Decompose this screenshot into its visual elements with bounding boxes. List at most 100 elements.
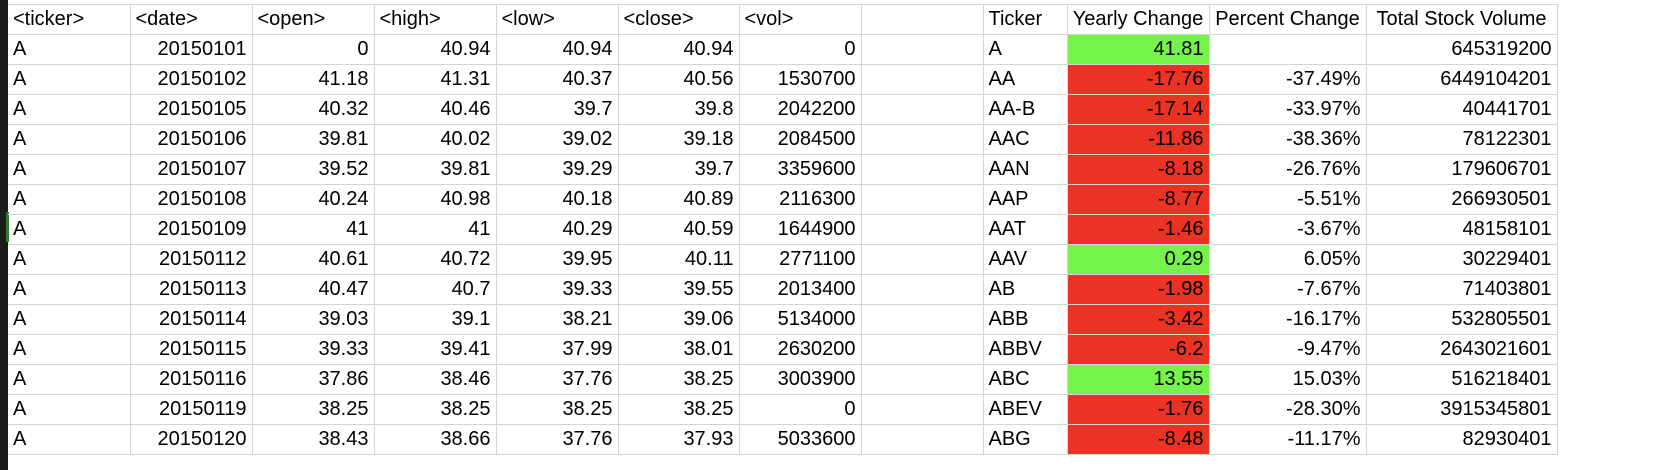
- summary-cell-percent-change[interactable]: -11.17%: [1209, 424, 1367, 455]
- summary-cell-percent-change[interactable]: -33.97%: [1209, 94, 1367, 125]
- cell-date[interactable]: 20150120: [130, 424, 253, 455]
- cell-high[interactable]: 40.94: [374, 34, 497, 65]
- summary-cell-ticker[interactable]: ABC: [983, 364, 1068, 395]
- summary-cell-total-volume[interactable]: 6449104201: [1366, 64, 1558, 95]
- empty-cell[interactable]: [861, 94, 984, 125]
- cell-high[interactable]: 40.46: [374, 94, 497, 125]
- cell-close[interactable]: 38.01: [618, 334, 740, 365]
- summary-cell-percent-change[interactable]: 6.05%: [1209, 244, 1367, 275]
- empty-cell[interactable]: [861, 334, 984, 365]
- empty-cell[interactable]: [861, 214, 984, 245]
- summary-cell-yearly-change[interactable]: -1.98: [1067, 274, 1210, 305]
- cell-vol[interactable]: 1530700: [739, 64, 862, 95]
- header-cell-vol[interactable]: <vol>: [739, 4, 862, 35]
- summary-cell-yearly-change[interactable]: 41.81: [1067, 34, 1210, 65]
- summary-cell-total-volume[interactable]: 2643021601: [1366, 334, 1558, 365]
- cell-close[interactable]: 39.55: [618, 274, 740, 305]
- summary-cell-yearly-change[interactable]: -17.14: [1067, 94, 1210, 125]
- empty-cell[interactable]: [861, 124, 984, 155]
- cell-open[interactable]: 41: [252, 214, 375, 245]
- cell-ticker[interactable]: A: [8, 394, 131, 425]
- summary-cell-yearly-change[interactable]: -17.76: [1067, 64, 1210, 95]
- cell-date[interactable]: 20150112: [130, 244, 253, 275]
- cell-ticker[interactable]: A: [8, 304, 131, 335]
- header-cell-low[interactable]: <low>: [496, 4, 619, 35]
- cell-low[interactable]: 37.99: [496, 334, 619, 365]
- cell-close[interactable]: 39.06: [618, 304, 740, 335]
- cell-close[interactable]: 40.89: [618, 184, 740, 215]
- cell-low[interactable]: 39.02: [496, 124, 619, 155]
- empty-cell[interactable]: [861, 244, 984, 275]
- cell-open[interactable]: 40.61: [252, 244, 375, 275]
- cell-ticker[interactable]: A: [8, 274, 131, 305]
- cell-date[interactable]: 20150115: [130, 334, 253, 365]
- cell-high[interactable]: 40.7: [374, 274, 497, 305]
- cell-low[interactable]: 38.25: [496, 394, 619, 425]
- summary-cell-total-volume[interactable]: 532805501: [1366, 304, 1558, 335]
- cell-open[interactable]: 38.43: [252, 424, 375, 455]
- cell-date[interactable]: 20150106: [130, 124, 253, 155]
- summary-cell-ticker[interactable]: AAP: [983, 184, 1068, 215]
- cell-close[interactable]: 38.25: [618, 364, 740, 395]
- summary-cell-total-volume[interactable]: 78122301: [1366, 124, 1558, 155]
- spreadsheet-grid[interactable]: <ticker> <date> <open> <high> <low> <clo…: [8, 4, 1558, 455]
- summary-cell-total-volume[interactable]: 179606701: [1366, 154, 1558, 185]
- summary-cell-yearly-change[interactable]: 13.55: [1067, 364, 1210, 395]
- cell-ticker[interactable]: A: [8, 124, 131, 155]
- summary-cell-ticker[interactable]: AAN: [983, 154, 1068, 185]
- empty-cell[interactable]: [861, 184, 984, 215]
- cell-open[interactable]: 39.03: [252, 304, 375, 335]
- cell-date[interactable]: 20150114: [130, 304, 253, 335]
- cell-high[interactable]: 39.41: [374, 334, 497, 365]
- header-cell-ticker[interactable]: <ticker>: [8, 4, 131, 35]
- cell-close[interactable]: 40.94: [618, 34, 740, 65]
- summary-cell-ticker[interactable]: AA-B: [983, 94, 1068, 125]
- cell-low[interactable]: 37.76: [496, 424, 619, 455]
- cell-vol[interactable]: 3359600: [739, 154, 862, 185]
- empty-cell[interactable]: [861, 64, 984, 95]
- cell-open[interactable]: 39.33: [252, 334, 375, 365]
- summary-cell-ticker[interactable]: ABG: [983, 424, 1068, 455]
- summary-cell-percent-change[interactable]: -5.51%: [1209, 184, 1367, 215]
- cell-close[interactable]: 37.93: [618, 424, 740, 455]
- empty-cell[interactable]: [861, 394, 984, 425]
- cell-date[interactable]: 20150101: [130, 34, 253, 65]
- summary-cell-total-volume[interactable]: 30229401: [1366, 244, 1558, 275]
- summary-cell-total-volume[interactable]: 645319200: [1366, 34, 1558, 65]
- cell-open[interactable]: 41.18: [252, 64, 375, 95]
- summary-header-total-volume[interactable]: Total Stock Volume: [1366, 4, 1558, 35]
- cell-high[interactable]: 38.46: [374, 364, 497, 395]
- cell-low[interactable]: 40.37: [496, 64, 619, 95]
- cell-date[interactable]: 20150119: [130, 394, 253, 425]
- cell-date[interactable]: 20150113: [130, 274, 253, 305]
- cell-vol[interactable]: 2013400: [739, 274, 862, 305]
- summary-cell-ticker[interactable]: AB: [983, 274, 1068, 305]
- cell-ticker[interactable]: A: [8, 64, 131, 95]
- summary-header-yearly-change[interactable]: Yearly Change: [1067, 4, 1210, 35]
- summary-cell-yearly-change[interactable]: 0.29: [1067, 244, 1210, 275]
- empty-cell[interactable]: [861, 4, 984, 35]
- summary-cell-ticker[interactable]: AAC: [983, 124, 1068, 155]
- summary-cell-yearly-change[interactable]: -11.86: [1067, 124, 1210, 155]
- summary-cell-percent-change[interactable]: -9.47%: [1209, 334, 1367, 365]
- cell-high[interactable]: 40.98: [374, 184, 497, 215]
- cell-close[interactable]: 40.11: [618, 244, 740, 275]
- summary-cell-total-volume[interactable]: 82930401: [1366, 424, 1558, 455]
- summary-cell-percent-change[interactable]: -28.30%: [1209, 394, 1367, 425]
- cell-high[interactable]: 39.81: [374, 154, 497, 185]
- summary-cell-percent-change[interactable]: -38.36%: [1209, 124, 1367, 155]
- cell-open[interactable]: 40.24: [252, 184, 375, 215]
- summary-cell-ticker[interactable]: AAT: [983, 214, 1068, 245]
- summary-cell-ticker[interactable]: AA: [983, 64, 1068, 95]
- summary-cell-total-volume[interactable]: 3915345801: [1366, 394, 1558, 425]
- summary-cell-yearly-change[interactable]: -3.42: [1067, 304, 1210, 335]
- cell-date[interactable]: 20150102: [130, 64, 253, 95]
- summary-cell-percent-change[interactable]: [1209, 34, 1367, 65]
- cell-ticker[interactable]: A: [8, 334, 131, 365]
- summary-cell-percent-change[interactable]: -37.49%: [1209, 64, 1367, 95]
- empty-cell[interactable]: [861, 154, 984, 185]
- summary-cell-yearly-change[interactable]: -1.76: [1067, 394, 1210, 425]
- cell-open[interactable]: 39.52: [252, 154, 375, 185]
- summary-cell-yearly-change[interactable]: -8.77: [1067, 184, 1210, 215]
- empty-cell[interactable]: [861, 304, 984, 335]
